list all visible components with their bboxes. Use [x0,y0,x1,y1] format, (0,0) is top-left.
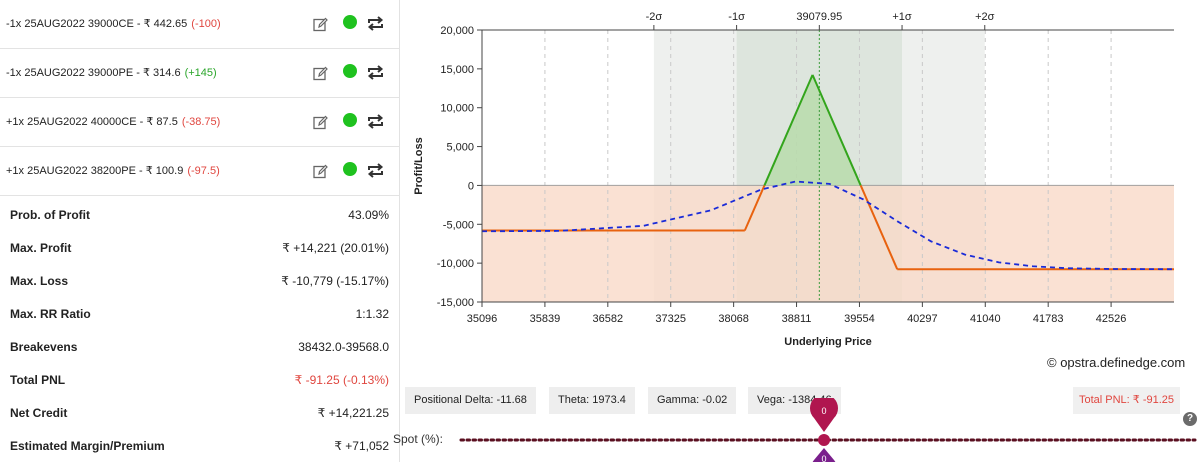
leg-label: -1x 25AUG2022 39000PE - ₹ 314.6 [6,67,181,79]
status-dot-icon[interactable] [343,64,357,78]
stat-row: Estimated Margin/Premium ₹ +71,052 [0,429,400,462]
leg-row: +1x 25AUG2022 40000CE - ₹ 87.5 (-38.75) [0,98,400,147]
stat-label: Estimated Margin/Premium [10,439,165,453]
sigma-label: 39079.95 [796,11,842,23]
edit-icon[interactable] [313,115,328,130]
stat-row: Prob. of Profit 43.09% [0,198,400,231]
leg-change: (+145) [184,67,217,79]
y-tick-label: -15,000 [437,297,474,309]
sigma-label: +2σ [975,11,995,23]
stat-value: 1:1.32 [355,307,389,321]
edit-icon[interactable] [313,66,328,81]
y-tick-label: 5,000 [446,142,474,154]
leg-row: +1x 25AUG2022 38200PE - ₹ 100.9 (-97.5) [0,147,400,196]
spot-slider[interactable]: 00 [455,398,1200,462]
stat-label: Max. RR Ratio [10,307,91,321]
leg-row: -1x 25AUG2022 39000PE - ₹ 314.6 (+145) [0,49,400,98]
leg-description: -1x 25AUG2022 39000PE - ₹ 314.6 (+145) [6,66,217,79]
x-tick-label: 38068 [718,313,749,325]
swap-icon[interactable] [367,16,384,31]
slider-handle[interactable] [818,434,830,446]
status-dot-icon[interactable] [343,162,357,176]
stat-label: Max. Loss [10,274,69,288]
stat-row: Max. Profit ₹ +14,221 (20.01%) [0,231,400,264]
status-dot-icon[interactable] [343,113,357,127]
expiry-payoff-line [743,185,766,231]
stat-row: Max. RR Ratio 1:1.32 [0,297,400,330]
help-icon[interactable]: ? [1183,412,1197,426]
stat-label: Net Credit [10,406,68,420]
stat-value: ₹ -91.25 (-0.13%) [294,373,389,387]
y-tick-label: -5,000 [443,219,474,231]
swap-icon[interactable] [367,65,384,80]
leg-description: -1x 25AUG2022 39000CE - ₹ 442.65 (-100) [6,17,221,30]
expiry-payoff-line [811,74,862,186]
leg-label: +1x 25AUG2022 38200PE - ₹ 100.9 [6,165,184,177]
x-tick-label: 37325 [655,313,686,325]
payoff-chart: 20,000 15,000 10,000 5,000 0 -5,000 -10,000 -15… [413,11,1175,348]
x-tick-label: 35096 [467,313,498,325]
stat-row: Max. Loss ₹ -10,779 (-15.17%) [0,264,400,297]
leg-label: +1x 25AUG2022 40000CE - ₹ 87.5 [6,116,178,128]
stat-label: Prob. of Profit [10,208,90,222]
stat-row: Breakevens 38432.0-39568.0 [0,330,400,363]
stat-row: Total PNL ₹ -91.25 (-0.13%) [0,363,400,396]
leg-description: +1x 25AUG2022 38200PE - ₹ 100.9 (-97.5) [6,164,220,177]
x-tick-label: 41783 [1033,313,1064,325]
leg-description: +1x 25AUG2022 40000CE - ₹ 87.5 (-38.75) [6,115,220,128]
stat-label: Max. Profit [10,241,72,255]
stat-value: ₹ +71,052 [334,439,389,453]
positional-delta: Positional Delta: -11.68 [405,387,536,414]
gamma: Gamma: -0.02 [648,387,737,414]
strategy-panel: -1x 25AUG2022 39000CE - ₹ 442.65 (-100) -1… [0,0,400,462]
leg-change: (-38.75) [181,116,221,128]
sigma-label: +1σ [892,11,912,23]
leg-change: (-100) [191,18,221,30]
x-tick-label: 38811 [782,313,812,325]
y-tick-label: 15,000 [440,64,474,76]
x-tick-label: 39554 [844,313,875,325]
status-dot-icon[interactable] [343,15,357,29]
edit-icon[interactable] [313,17,328,32]
slider-value-bottom: 0 [821,454,826,462]
slider-value-marker [810,398,838,432]
y-tick-label: -10,000 [437,258,474,270]
slider-bottom-marker [812,448,836,462]
x-tick-label: 35839 [530,313,561,325]
y-axis-title: Profit/Loss [413,137,425,194]
expiry-payoff-line [859,185,899,270]
stat-value: ₹ -10,779 (-15.17%) [281,274,389,288]
x-tick-label: 41040 [970,313,1001,325]
stat-value: 43.09% [348,208,389,222]
y-tick-label: 10,000 [440,103,474,115]
y-tick-label: 20,000 [440,25,474,37]
swap-icon[interactable] [367,163,384,178]
swap-icon[interactable] [367,114,384,129]
loss-region [482,185,1174,302]
y-tick-label: 0 [468,180,474,192]
sigma-label: -1σ [728,11,745,23]
leg-label: -1x 25AUG2022 39000CE - ₹ 442.65 [6,18,188,30]
x-tick-label: 40297 [907,313,938,325]
stat-value: 38432.0-39568.0 [298,340,389,354]
stat-value: ₹ +14,221 (20.01%) [282,241,389,255]
expiry-payoff-line [763,74,814,186]
total-pnl-badge: Total PNL: ₹ -91.25 [1073,387,1180,414]
credit-text: © opstra.definedge.com [1047,355,1186,370]
slider-value-top: 0 [821,406,826,416]
x-tick-label: 36582 [593,313,624,325]
profit-region [764,74,861,186]
leg-change: (-97.5) [187,165,220,177]
theta: Theta: 1973.4 [549,387,635,414]
spot-label: Spot (%): [393,432,444,446]
stat-label: Breakevens [10,340,78,354]
edit-icon[interactable] [313,164,328,179]
x-tick-label: 42526 [1096,313,1127,325]
stat-row: Net Credit ₹ +14,221.25 [0,396,400,429]
stat-label: Total PNL [10,373,66,387]
stat-value: ₹ +14,221.25 [317,406,389,420]
x-axis-title: Underlying Price [784,336,871,348]
sigma-label: -2σ [646,11,663,23]
leg-row: -1x 25AUG2022 39000CE - ₹ 442.65 (-100) [0,0,400,49]
